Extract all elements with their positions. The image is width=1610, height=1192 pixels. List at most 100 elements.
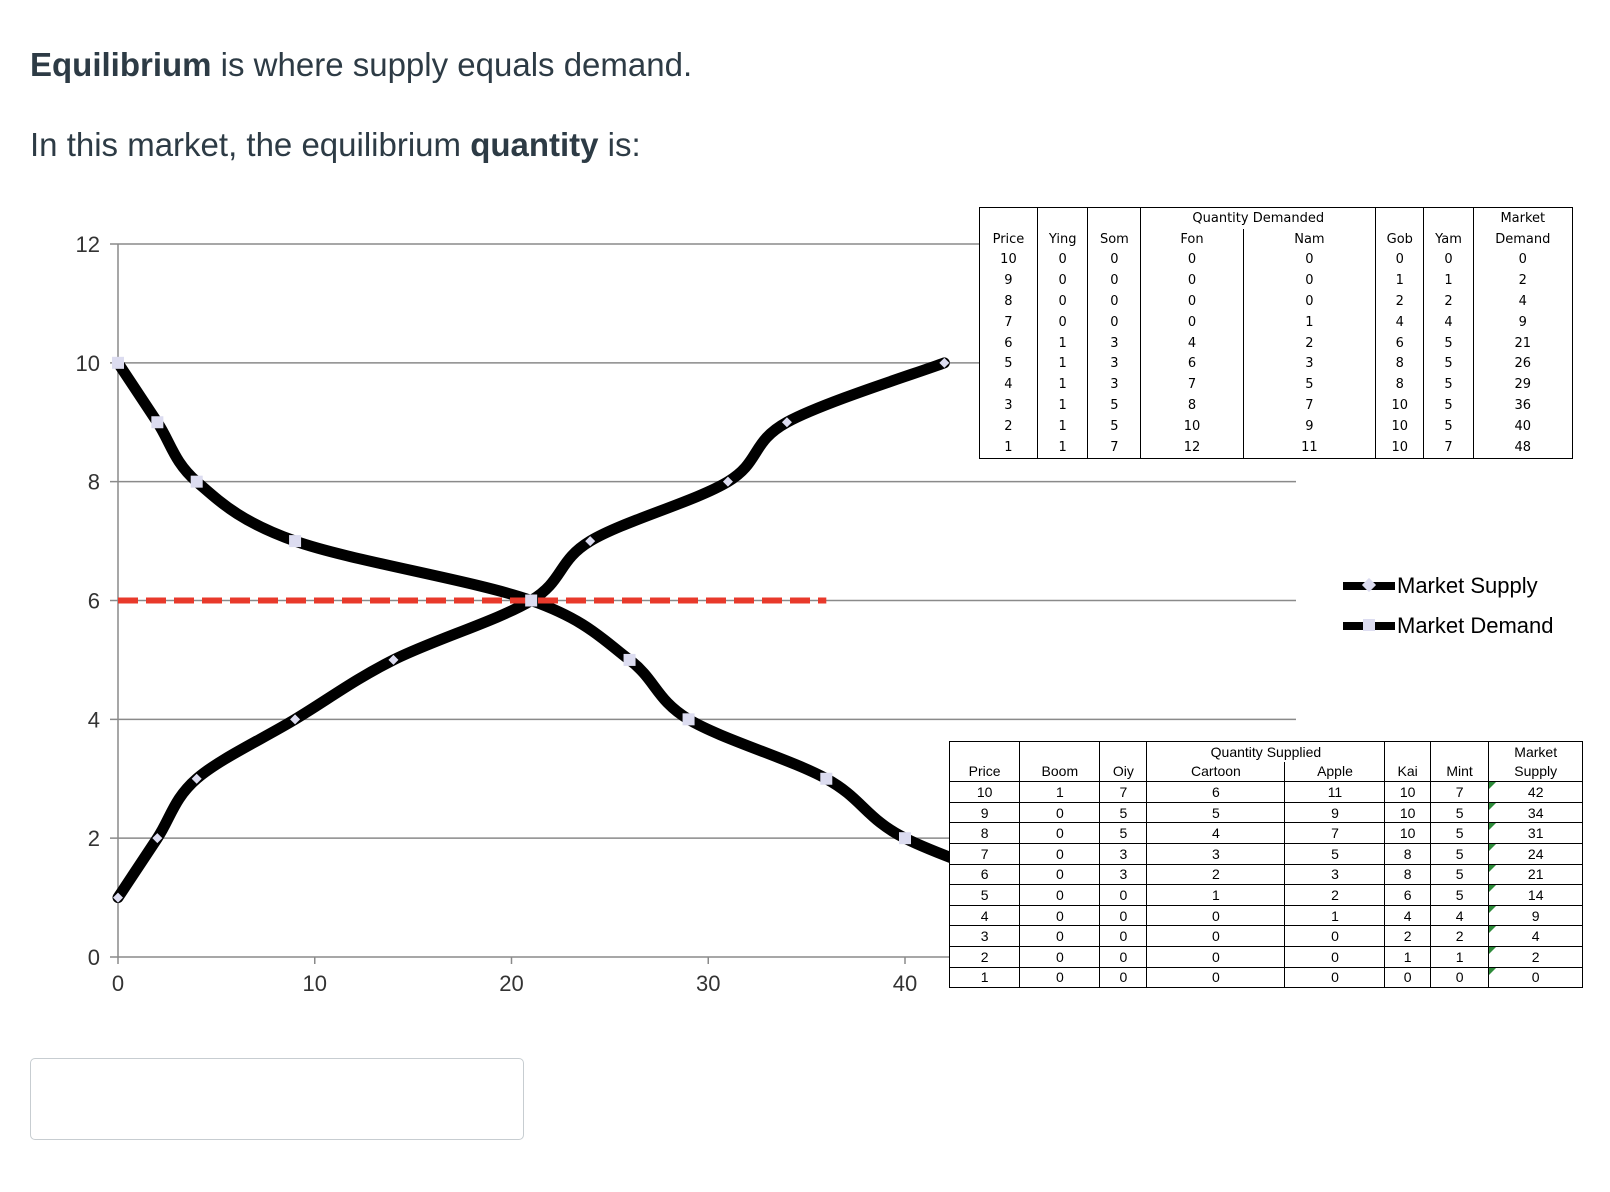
demand-point xyxy=(151,416,164,429)
quantity-cell: 1 xyxy=(1036,353,1089,375)
quantity-cell: 5 xyxy=(1429,801,1490,824)
column-header: Nam xyxy=(1242,228,1377,250)
price-header-spacer xyxy=(948,740,1021,762)
table-row: 2 1 5 10 9 10 5 40 xyxy=(979,415,1574,437)
quantity-cell: 0 xyxy=(1140,291,1244,312)
quantity-cell: 5 xyxy=(1423,395,1474,416)
demand-point xyxy=(190,475,203,488)
market-total-cell: 26 xyxy=(1472,353,1574,375)
quantity-cell: 8 xyxy=(1375,353,1425,375)
quantity-cell: 5 xyxy=(1242,374,1377,396)
quantity-cell: 5 xyxy=(1423,332,1474,354)
table-header-row: Price Ying Som Fon Nam Gob Yam Demand xyxy=(979,228,1574,250)
column-header: Kai xyxy=(1384,761,1431,783)
quantity-cell: 3 xyxy=(1146,842,1286,865)
table-row: 3 1 5 8 7 10 5 36 xyxy=(979,395,1574,416)
quantity-demanded-table: Quantity Demanded Market Price Ying Som Fon Na… xyxy=(979,206,1574,459)
quantity-cell: 7 xyxy=(1429,781,1490,803)
table-group-header: Quantity Supplied xyxy=(1146,740,1386,762)
quantity-cell: 10 xyxy=(1384,801,1431,824)
quantity-cell: 1 xyxy=(1036,415,1089,437)
question-line-1: Equilibrium is where supply equals deman… xyxy=(30,46,692,84)
quantity-cell: 10 xyxy=(1375,395,1425,416)
table-row: 5 0 0 1 2 6 5 14 xyxy=(948,884,1583,906)
quantity-cell: 5 xyxy=(1087,415,1142,437)
quantity-cell: 0 xyxy=(1036,291,1089,312)
quantity-cell: 3 xyxy=(1099,863,1148,886)
column-header: Apple xyxy=(1284,761,1386,783)
quantity-cell: 7 xyxy=(1140,374,1244,396)
quantity-cell: 0 xyxy=(1087,270,1142,292)
market-total-cell: 40 xyxy=(1472,415,1574,437)
table-row: 4 1 3 7 5 8 5 29 xyxy=(979,374,1574,396)
price-cell: 1 xyxy=(948,966,1021,989)
quantity-cell: 0 xyxy=(1099,945,1148,968)
market-header: Market xyxy=(1488,740,1583,762)
quantity-cell: 2 xyxy=(1375,291,1425,312)
quantity-cell: 5 xyxy=(1099,801,1148,824)
table-group-header: Quantity Demanded xyxy=(1140,206,1377,229)
quantity-cell: 8 xyxy=(1375,374,1425,396)
x-tick-label: 20 xyxy=(499,971,523,996)
question-line-2: In this market, the equilibrium quantity… xyxy=(30,126,641,164)
group-header-spacer xyxy=(1099,740,1148,762)
quantity-cell: 1 xyxy=(1019,781,1101,803)
table-header-row: Quantity Supplied Market xyxy=(948,740,1583,762)
quantity-cell: 0 xyxy=(1019,925,1101,947)
market-supply-line xyxy=(112,357,950,904)
column-header: Ying xyxy=(1036,228,1089,250)
quantity-cell: 3 xyxy=(1284,863,1386,886)
market-total-cell: 9 xyxy=(1472,311,1574,333)
market-demand-line xyxy=(112,357,1068,904)
quantity-cell: 8 xyxy=(1140,395,1244,416)
market-total-cell: 21 xyxy=(1472,332,1574,354)
quantity-cell: 1 xyxy=(1384,945,1431,968)
quantity-cell: 4 xyxy=(1429,904,1490,927)
x-tick-label: 30 xyxy=(696,971,720,996)
quantity-cell: 10 xyxy=(1140,415,1244,437)
answer-input[interactable] xyxy=(30,1058,524,1140)
y-tick-label: 8 xyxy=(88,470,100,495)
quantity-cell: 4 xyxy=(1423,311,1474,333)
quantity-cell: 4 xyxy=(1146,822,1286,844)
quantity-cell: 12 xyxy=(1140,436,1244,459)
quantity-cell: 0 xyxy=(1019,966,1101,989)
quantity-cell: 7 xyxy=(1099,781,1148,803)
group-header-spacer xyxy=(1423,206,1474,229)
price-cell: 4 xyxy=(979,374,1038,396)
y-tick-label: 4 xyxy=(88,707,100,732)
column-header: Cartoon xyxy=(1146,761,1286,783)
quantity-cell: 0 xyxy=(1140,249,1244,271)
quantity-cell: 2 xyxy=(1146,863,1286,886)
x-tick-label: 0 xyxy=(112,971,124,996)
market-total-cell: 29 xyxy=(1472,374,1574,396)
demand-point xyxy=(820,772,833,785)
quantity-cell: 0 xyxy=(1036,249,1089,271)
quantity-cell: 1 xyxy=(1036,436,1089,459)
quantity-cell: 2 xyxy=(1242,332,1377,354)
group-header-spacer xyxy=(1384,740,1431,762)
quantity-cell: 4 xyxy=(1140,332,1244,354)
quantity-cell: 1 xyxy=(1375,270,1425,292)
quantity-cell: 0 xyxy=(1423,249,1474,271)
price-header: Price xyxy=(979,228,1038,250)
quantity-cell: 1 xyxy=(1242,311,1377,333)
quantity-cell: 2 xyxy=(1384,925,1431,947)
quantity-cell: 0 xyxy=(1146,966,1286,989)
quantity-cell: 7 xyxy=(1284,822,1386,844)
quantity-cell: 0 xyxy=(1087,249,1142,271)
demand-point xyxy=(899,832,911,845)
quantity-cell: 1 xyxy=(1429,945,1490,968)
quantity-cell: 6 xyxy=(1140,353,1244,375)
y-tick-label: 10 xyxy=(76,351,100,376)
quantity-cell: 5 xyxy=(1429,842,1490,865)
quantity-cell: 0 xyxy=(1429,966,1490,989)
demand-point xyxy=(289,535,302,548)
quantity-cell: 0 xyxy=(1146,904,1286,927)
x-tick-label: 10 xyxy=(303,971,327,996)
column-header: Som xyxy=(1087,228,1142,250)
quantity-cell: 4 xyxy=(1375,311,1425,333)
